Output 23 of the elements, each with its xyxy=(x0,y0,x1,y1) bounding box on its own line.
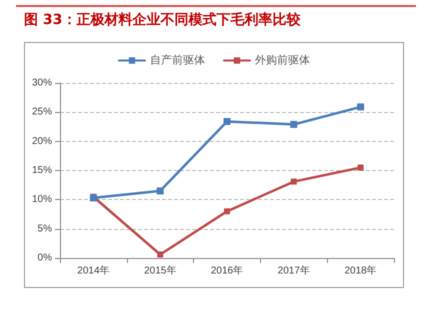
x-tick-label: 2014年 xyxy=(77,264,110,276)
point xyxy=(224,118,230,125)
point xyxy=(224,208,230,214)
point xyxy=(157,252,164,258)
point xyxy=(290,120,298,128)
point xyxy=(357,103,364,110)
x-tick-label: 2018年 xyxy=(344,264,377,276)
point xyxy=(358,164,364,171)
x-tick-label: 2015年 xyxy=(144,264,176,276)
y-tick-label: 5% xyxy=(38,223,52,234)
x-tick-label: 2016年 xyxy=(210,264,244,276)
point xyxy=(290,178,297,185)
y-tick-label: 30% xyxy=(32,78,52,88)
y-tick-label: 0% xyxy=(38,252,52,264)
y-tick-label: 15% xyxy=(32,165,52,176)
point xyxy=(156,187,164,194)
y-tick-label: 10% xyxy=(32,194,52,206)
y-tick-label: 20% xyxy=(32,136,52,147)
chart-title: 图 33：正极材料企业不同模式下毛利率比较 xyxy=(24,11,300,29)
legend-label: 外购前驱体 xyxy=(255,54,310,66)
x-tick-label: 2017年 xyxy=(278,264,310,276)
legend-label: 自产前驱体 xyxy=(150,54,205,66)
y-tick-label: 25% xyxy=(32,106,52,118)
